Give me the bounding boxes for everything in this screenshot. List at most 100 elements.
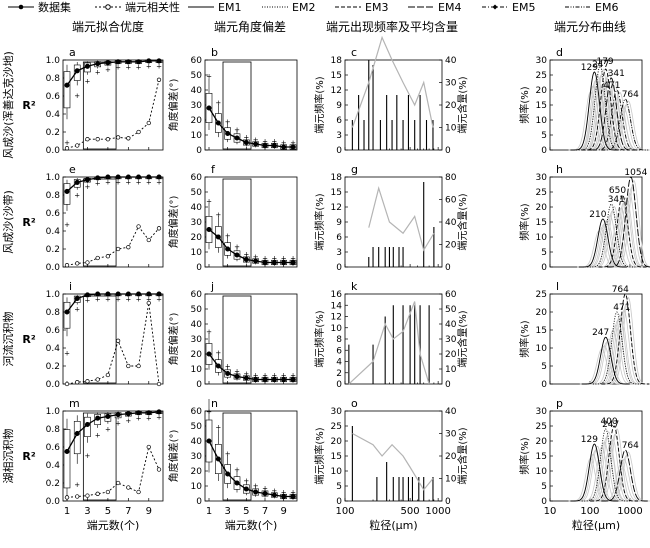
y-tick-label: 0 <box>336 497 342 507</box>
data-point <box>125 411 131 417</box>
series-line <box>208 353 293 381</box>
y-tick-label: 60 <box>191 56 203 66</box>
y-tick-label: 0.2 <box>46 128 60 138</box>
series-line <box>66 445 160 498</box>
y2-tick-label: 40 <box>445 56 457 66</box>
x-tick-label: 7 <box>262 506 268 517</box>
data-point <box>225 370 231 377</box>
data-point <box>64 309 70 315</box>
outlier: + <box>95 179 101 187</box>
panel-l: 0 5 10 15 20 25 247 471 764 频率(%) l <box>518 280 650 390</box>
y-axis-label: 频率(%) <box>518 437 531 474</box>
data-point <box>290 493 296 500</box>
y-tick-label: 20 <box>191 116 203 126</box>
x-tick-label: 1 <box>206 506 212 517</box>
data-point <box>115 135 121 140</box>
x-tick-label: 1 <box>64 506 70 517</box>
x-axis-label: 粒径(μm) <box>369 518 417 532</box>
y2-tick-label: 30 <box>445 79 457 89</box>
y-tick-label: 6 <box>336 346 342 356</box>
endmember-curve <box>598 194 647 268</box>
legend-label: EM1 <box>218 1 241 14</box>
y-tick-label: 25 <box>331 422 342 432</box>
plot-frame <box>62 176 164 268</box>
y-tick-label: 40 <box>191 203 203 213</box>
y-axis-label: R² <box>22 216 35 229</box>
data-point <box>290 144 296 150</box>
y-tick-label: 18 <box>331 56 343 66</box>
y-axis-label: 端元频率(%) <box>313 310 326 367</box>
outlier: + <box>215 424 221 432</box>
data-point <box>136 489 141 495</box>
selection-box <box>82 178 117 267</box>
x-tick-label: 7 <box>125 506 131 517</box>
outlier: + <box>105 426 111 434</box>
data-point <box>115 338 121 343</box>
outlier: + <box>136 63 142 71</box>
outlier: + <box>271 372 277 380</box>
y-tick-label: 0.8 <box>46 308 61 318</box>
box <box>63 71 71 109</box>
data-point <box>136 59 142 65</box>
y2-tick-label: 10 <box>445 365 457 375</box>
row-label: 风成沙(沙带) <box>2 190 15 254</box>
data-point <box>234 135 240 141</box>
y-tick-label: 10 <box>536 344 548 354</box>
data-point <box>215 120 221 126</box>
endmember-curve <box>590 425 638 502</box>
y-tick-label: 0.6 <box>46 443 61 453</box>
data-point <box>95 255 100 261</box>
y-tick-label: 12 <box>331 203 342 213</box>
legend-item: 端元相关性 <box>95 0 180 14</box>
y-tick-label: 15 <box>536 101 547 111</box>
data-point <box>74 179 80 185</box>
data-point <box>136 129 141 135</box>
outlier: + <box>253 482 259 490</box>
panel-letter: h <box>556 163 563 176</box>
outlier: + <box>85 296 91 304</box>
y-tick-label: 5 <box>541 482 547 492</box>
y-tick-label: 15 <box>536 218 547 228</box>
y2-tick-label: 40 <box>445 320 457 330</box>
outlier: + <box>290 255 296 263</box>
data-point <box>115 246 121 252</box>
data-point <box>105 291 111 297</box>
outlier: + <box>136 296 142 304</box>
outlier: + <box>281 372 287 380</box>
endmember-curve <box>601 293 650 385</box>
y-tick-label: 3 <box>336 248 342 258</box>
y-tick-label: 0.8 <box>46 74 61 84</box>
outlier: + <box>215 349 221 357</box>
x-tick-label: 9 <box>146 506 152 517</box>
data-point <box>206 226 212 233</box>
y2-tick-label: 10 <box>445 124 457 134</box>
data-point <box>215 234 221 240</box>
y-tick-label: 5 <box>541 362 547 372</box>
sample-curve <box>586 431 631 502</box>
y-tick-label: 15 <box>536 326 547 336</box>
data-point <box>281 259 287 266</box>
mode-label: 400 <box>600 417 617 427</box>
outlier: + <box>206 408 212 416</box>
y-tick-label: 50 <box>191 71 203 81</box>
y-tick-label: 0.8 <box>46 425 61 435</box>
y-tick-label: 50 <box>191 188 203 198</box>
y-tick-label: 25 <box>536 188 547 198</box>
x-tick-label: 5 <box>105 506 111 517</box>
outlier: + <box>146 62 152 70</box>
y-tick-label: 12 <box>331 86 342 96</box>
legend-item: EM3 <box>335 1 388 14</box>
selection-box <box>82 295 117 384</box>
box <box>63 183 71 205</box>
y-tick-label: 40 <box>191 86 203 96</box>
y2-tick-label: 20 <box>445 452 457 462</box>
panel-letter: e <box>69 163 76 176</box>
data-point <box>271 492 277 498</box>
data-point <box>64 381 70 387</box>
data-point <box>136 174 142 180</box>
endmember-curve <box>587 77 636 151</box>
outlier: + <box>74 306 80 314</box>
data-point <box>243 375 249 381</box>
panel-letter: f <box>211 163 216 176</box>
y-tick-label: 10 <box>331 324 343 334</box>
